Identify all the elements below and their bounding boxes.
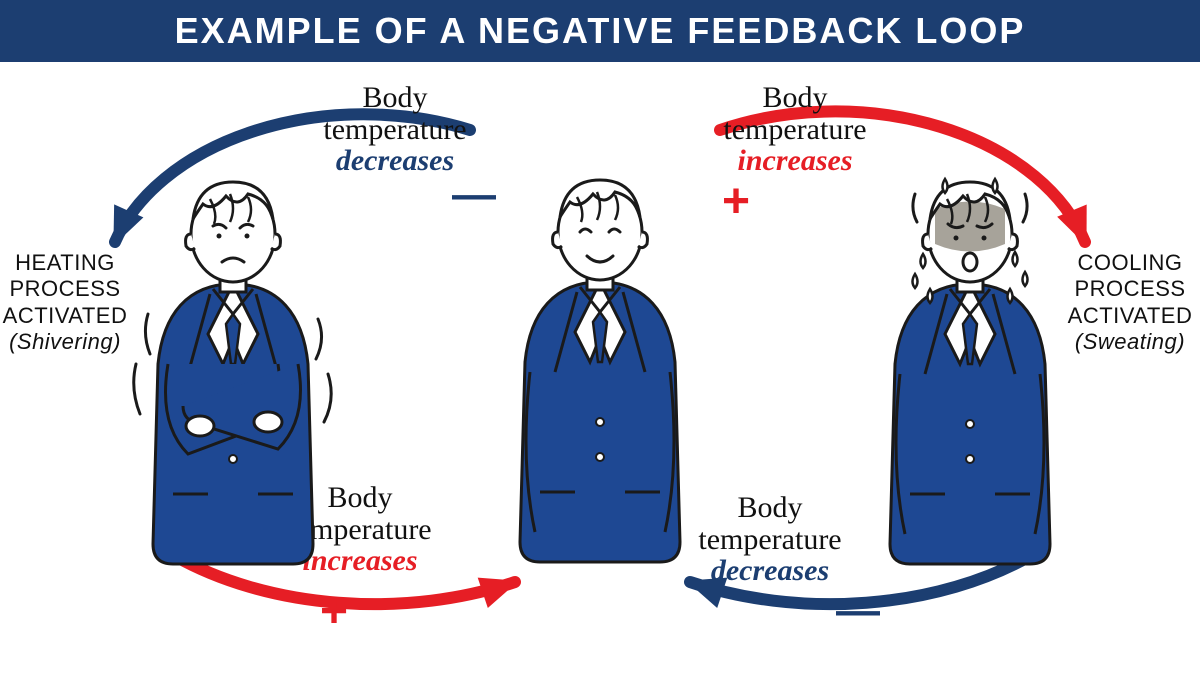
- temp-l2: temperature: [670, 524, 870, 556]
- temp-block-bottom-right: Body temperature decreases: [670, 492, 870, 587]
- temp-l1: Body: [670, 492, 870, 524]
- side-label-cooling: COOLING PROCESS ACTIVATED (Sweating): [1060, 250, 1200, 356]
- arrow-bottom-left: [0, 62, 1200, 675]
- label-row: COOLING: [1060, 250, 1200, 276]
- title-banner: EXAMPLE OF A NEGATIVE FEEDBACK LOOP: [0, 0, 1200, 62]
- page-title: EXAMPLE OF A NEGATIVE FEEDBACK LOOP: [175, 10, 1026, 52]
- label-row: ACTIVATED: [0, 303, 135, 329]
- label-row: ACTIVATED: [1060, 303, 1200, 329]
- arrow-top-right: [0, 62, 1200, 675]
- label-row: HEATING: [0, 250, 135, 276]
- temp-block-bottom-left: Body temperature increases: [260, 482, 460, 577]
- sign-minus-bottom-right: —: [836, 586, 880, 636]
- sign-minus-top-left: —: [452, 170, 496, 220]
- temp-verb: increases: [260, 545, 460, 577]
- temp-block-top-right: Body temperature increases: [695, 82, 895, 177]
- temp-block-top-left: Body temperature decreases: [295, 82, 495, 177]
- diagram-stage: Body temperature decreases Body temperat…: [0, 62, 1200, 675]
- temp-l1: Body: [295, 82, 495, 114]
- figure-hot: [855, 164, 1085, 584]
- temp-l2: temperature: [695, 114, 895, 146]
- label-row: PROCESS: [0, 276, 135, 302]
- temp-l1: Body: [695, 82, 895, 114]
- temp-l1: Body: [260, 482, 460, 514]
- temp-verb: increases: [695, 145, 895, 177]
- arrow-bottom-right: [0, 62, 1200, 675]
- sign-plus-bottom-left: +: [320, 584, 348, 639]
- side-label-heating: HEATING PROCESS ACTIVATED (Shivering): [0, 250, 135, 356]
- temp-l2: temperature: [260, 514, 460, 546]
- label-row: PROCESS: [1060, 276, 1200, 302]
- arrow-top-left: [0, 62, 1200, 675]
- label-detail: (Sweating): [1060, 329, 1200, 355]
- label-detail: (Shivering): [0, 329, 135, 355]
- temp-verb: decreases: [670, 555, 870, 587]
- sign-plus-top-right: +: [722, 174, 750, 229]
- temp-l2: temperature: [295, 114, 495, 146]
